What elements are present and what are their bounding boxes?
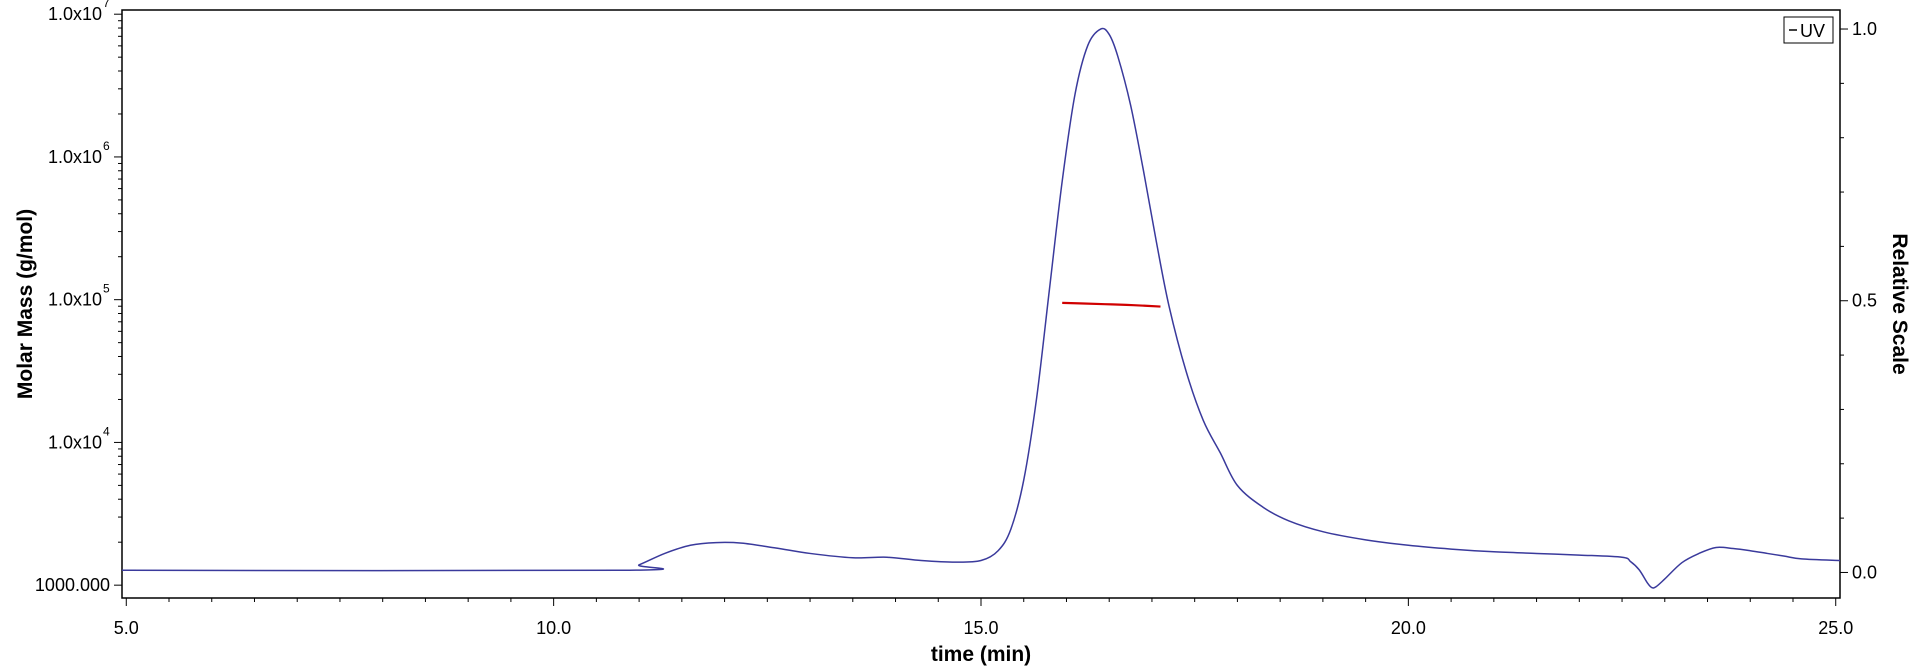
y2-tick-label: 0.0 <box>1852 562 1877 582</box>
y-tick-label: 1.0x10 <box>48 290 102 310</box>
y2-axis-ticks: 0.0 0.5 1.0 <box>1840 19 1877 582</box>
y-tick-exponent: 7 <box>103 0 110 10</box>
x-tick-label: 15.0 <box>963 618 998 638</box>
y2-axis-title: Relative Scale <box>1888 233 1911 374</box>
y-axis-title: Molar Mass (g/mol) <box>14 209 37 399</box>
x-tick-label: 10.0 <box>536 618 571 638</box>
series-layer <box>121 27 1841 589</box>
y2-tick-label: 1.0 <box>1852 19 1877 39</box>
x-tick-label: 20.0 <box>1391 618 1426 638</box>
y-tick-exponent: 6 <box>103 139 110 153</box>
y2-tick-label: 0.5 <box>1852 291 1877 311</box>
x-axis-ticks: 5.0 10.0 15.0 20.0 25.0 <box>114 598 1853 638</box>
x-axis-title: time (min) <box>931 643 1031 666</box>
y-tick-label: 1.0x10 <box>48 432 102 452</box>
y-tick-label: 1.0x10 <box>48 147 102 167</box>
uv-series-line <box>121 27 1841 589</box>
x-tick-label: 25.0 <box>1818 618 1853 638</box>
y-tick-exponent: 5 <box>103 282 110 296</box>
y-tick-label: 1000.000 <box>35 575 110 595</box>
molar-mass-line <box>1062 301 1161 308</box>
x-tick-label: 5.0 <box>114 618 139 638</box>
legend: UV <box>1783 16 1834 44</box>
y-tick-label: 1.0x10 <box>48 4 102 24</box>
legend-label-uv: UV <box>1800 21 1825 41</box>
plot-area-frame <box>121 9 1841 599</box>
y-tick-exponent: 4 <box>103 424 110 438</box>
